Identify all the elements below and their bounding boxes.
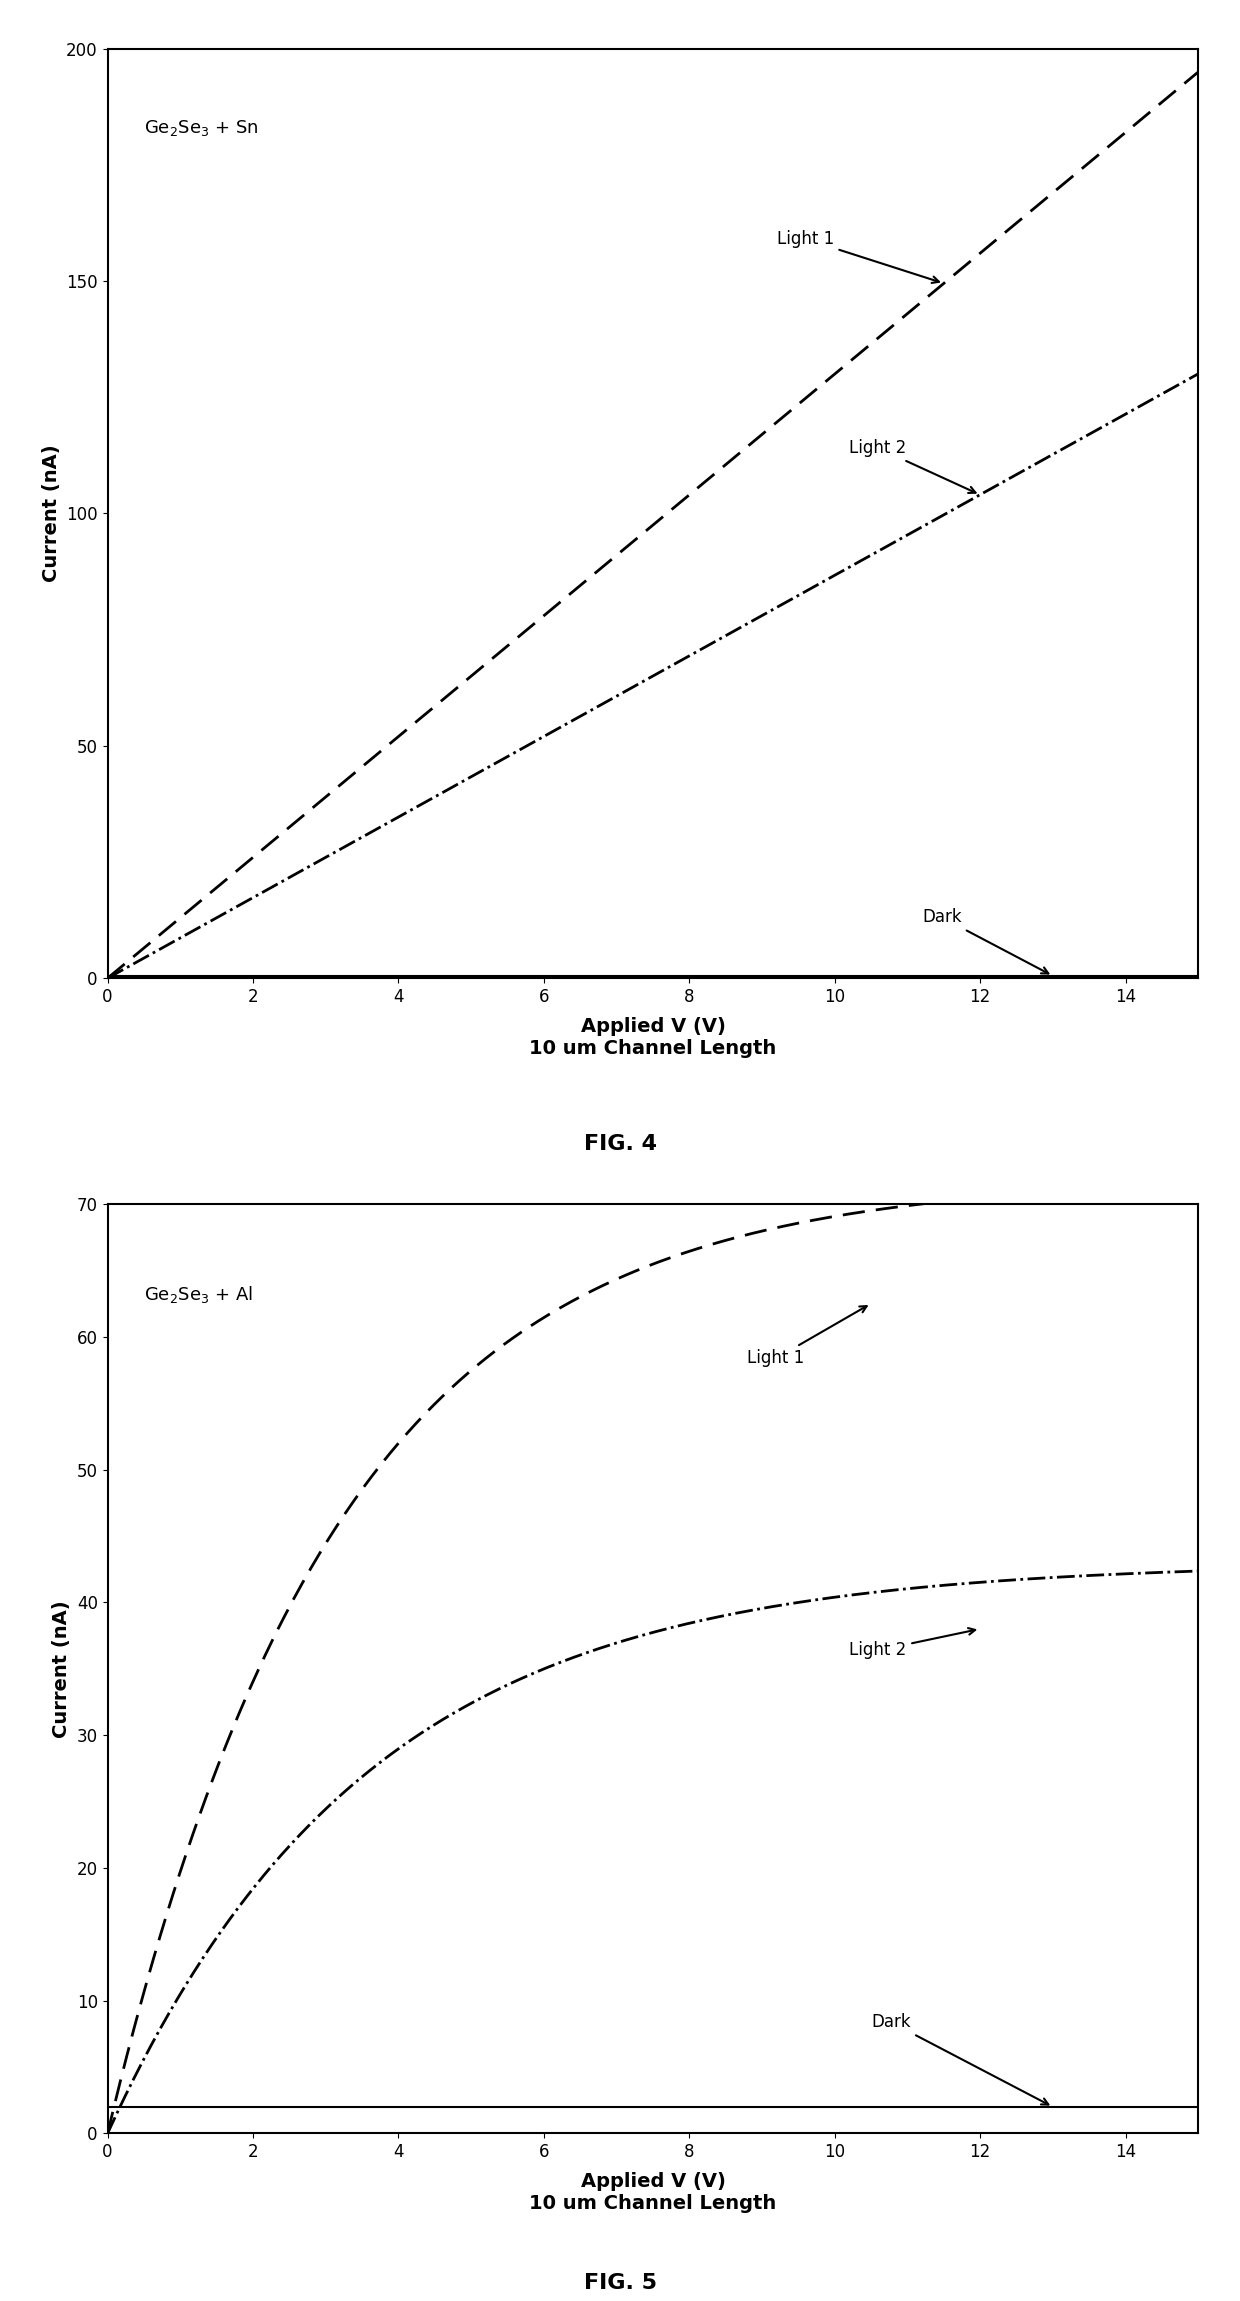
Text: FIG. 4: FIG. 4 [584,1134,656,1153]
Text: Ge$_2$Se$_3$ + Sn: Ge$_2$Se$_3$ + Sn [144,117,259,138]
Text: Light 1: Light 1 [748,1307,867,1367]
Text: Ge$_2$Se$_3$ + Al: Ge$_2$Se$_3$ + Al [144,1284,253,1305]
Text: Light 2: Light 2 [849,1629,975,1659]
X-axis label: Applied V (V)
10 um Channel Length: Applied V (V) 10 um Channel Length [529,1017,776,1058]
Text: Light 2: Light 2 [849,439,976,492]
Y-axis label: Current (nA): Current (nA) [42,444,61,582]
Y-axis label: Current (nA): Current (nA) [52,1599,71,1737]
Text: FIG. 5: FIG. 5 [584,2273,656,2292]
Text: Dark: Dark [872,2013,1048,2105]
Text: Light 1: Light 1 [776,230,939,283]
X-axis label: Applied V (V)
10 um Channel Length: Applied V (V) 10 um Channel Length [529,2172,776,2214]
Text: Dark: Dark [923,909,1048,973]
